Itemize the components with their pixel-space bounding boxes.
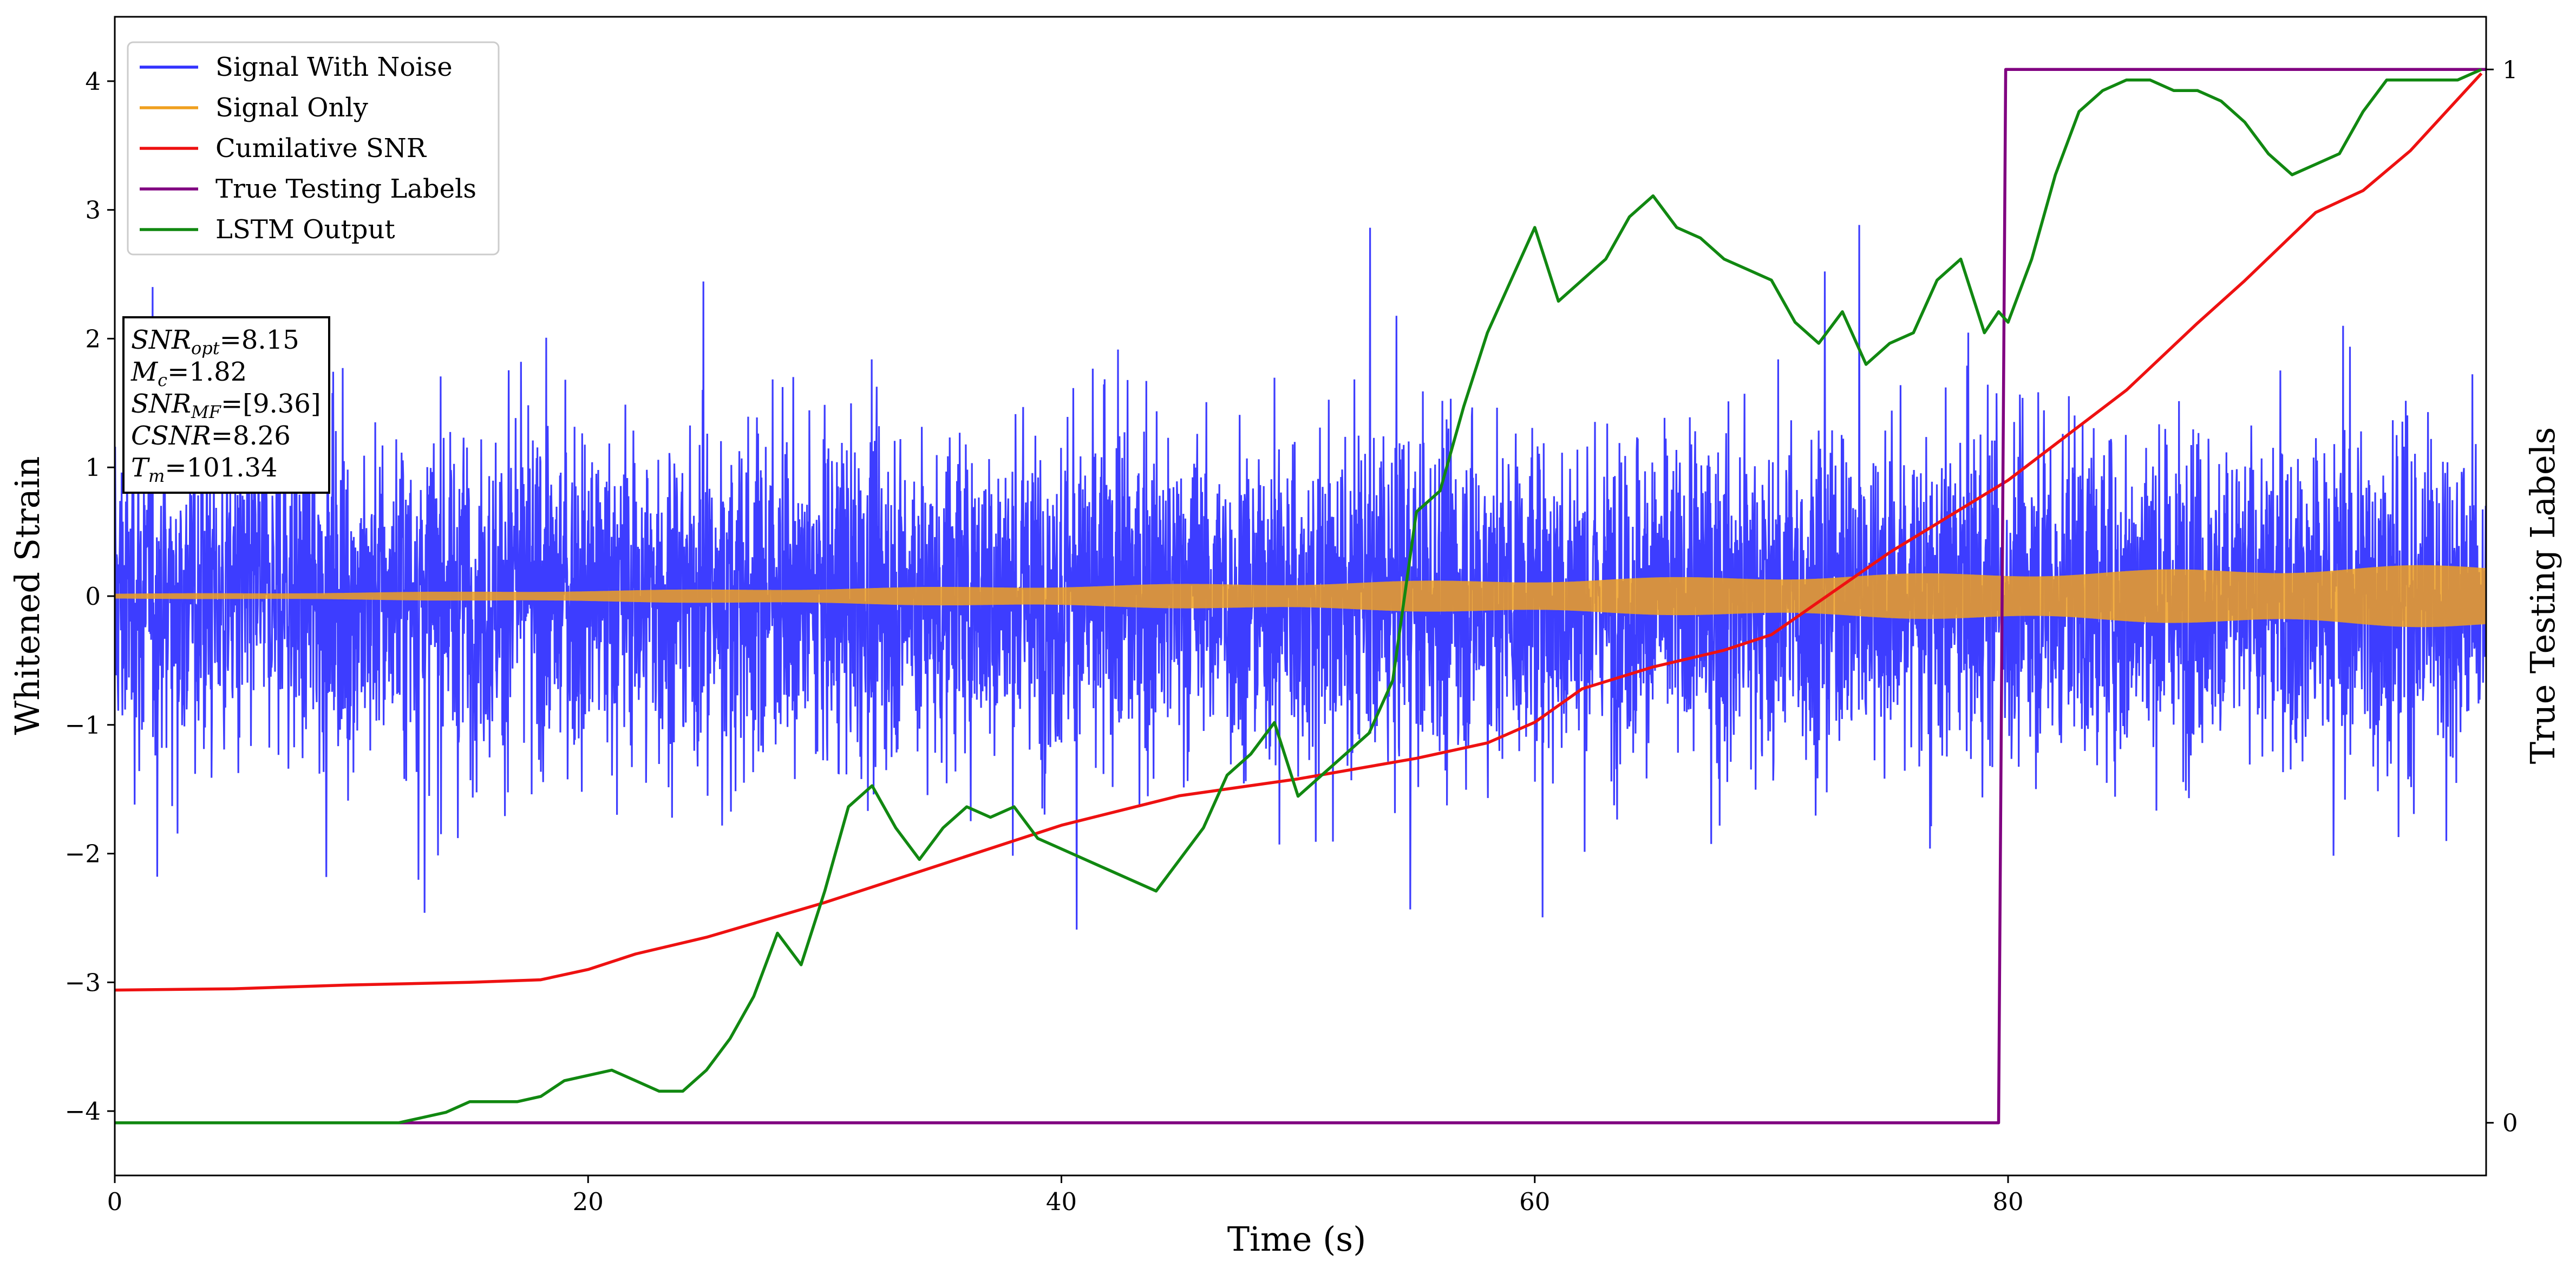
annotation-symbol: CSNR xyxy=(131,421,211,451)
x-tick-label: 40 xyxy=(1046,1187,1077,1216)
y-tick-label: 4 xyxy=(85,67,101,96)
legend-entry-label: Signal Only xyxy=(215,93,368,123)
signal-only-line xyxy=(115,565,2486,628)
x-axis-label: Time (s) xyxy=(1227,1219,1367,1259)
annotation-value: =8.26 xyxy=(211,421,291,451)
y-tick-label: 0 xyxy=(85,582,101,611)
annotation-subscript: m xyxy=(148,466,165,486)
lstm-output-line xyxy=(115,68,2482,1125)
annotation-box: SNRopt=8.15Mc=1.82SNRMF=[9.36]CSNR=8.26T… xyxy=(122,316,330,494)
y-tick-label: 1 xyxy=(85,453,101,482)
y-tick-label: −2 xyxy=(65,840,101,868)
annotation-value: =1.82 xyxy=(167,357,247,387)
annotation-symbol: SNR xyxy=(131,389,191,419)
x-tick-label: 20 xyxy=(573,1187,604,1216)
true-testing-labels-line xyxy=(115,68,2486,1125)
y-tick-label: −4 xyxy=(65,1097,101,1126)
annotation-line: SNRopt=8.15 xyxy=(131,325,299,358)
annotation-symbol: M xyxy=(130,357,159,387)
y-tick-label: −3 xyxy=(65,968,101,997)
x-tick-label: 0 xyxy=(107,1187,123,1216)
annotation-value: =101.34 xyxy=(165,453,277,483)
x-tick-label: 80 xyxy=(1992,1187,2023,1216)
legend-entry-label: Signal With Noise xyxy=(215,52,453,82)
annotation-value: =8.15 xyxy=(220,325,299,355)
annotation-frame xyxy=(122,316,330,494)
x-tick-label: 60 xyxy=(1519,1187,1550,1216)
y-right-tick-label: 0 xyxy=(2502,1109,2518,1138)
plot-area xyxy=(115,68,2486,1125)
y-axis-right-label: True Testing Labels xyxy=(2523,427,2562,765)
annotation-subscript: c xyxy=(158,370,167,390)
legend-entry-label: True Testing Labels xyxy=(215,174,476,204)
y-axis-label: Whitened Strain xyxy=(8,456,47,735)
legend-entry-label: Cumilative SNR xyxy=(215,133,427,164)
annotation-line: SNRMF=[9.36] xyxy=(131,389,321,422)
annotation-line: Mc=1.82 xyxy=(130,357,247,390)
annotation-symbol: SNR xyxy=(131,325,191,355)
annotation-value: =[9.36] xyxy=(221,389,321,419)
annotation-symbol: T xyxy=(131,453,150,483)
legend-entry-label: LSTM Output xyxy=(215,214,395,245)
legend: Signal With Noise Signal Only Cumilative S… xyxy=(127,41,500,256)
y-tick-label: 2 xyxy=(85,324,101,353)
y-tick-label: 3 xyxy=(85,196,101,225)
annotation-line: Tm=101.34 xyxy=(131,453,278,486)
annotation-subscript: MF xyxy=(191,402,222,422)
legend-frame xyxy=(127,41,500,256)
y-right-tick-label: 1 xyxy=(2502,55,2518,84)
annotation-line: CSNR=8.26 xyxy=(131,421,291,451)
y-tick-label: −1 xyxy=(65,711,101,740)
annotation-subscript: opt xyxy=(191,338,220,358)
cumilative-snr-line xyxy=(115,72,2483,992)
